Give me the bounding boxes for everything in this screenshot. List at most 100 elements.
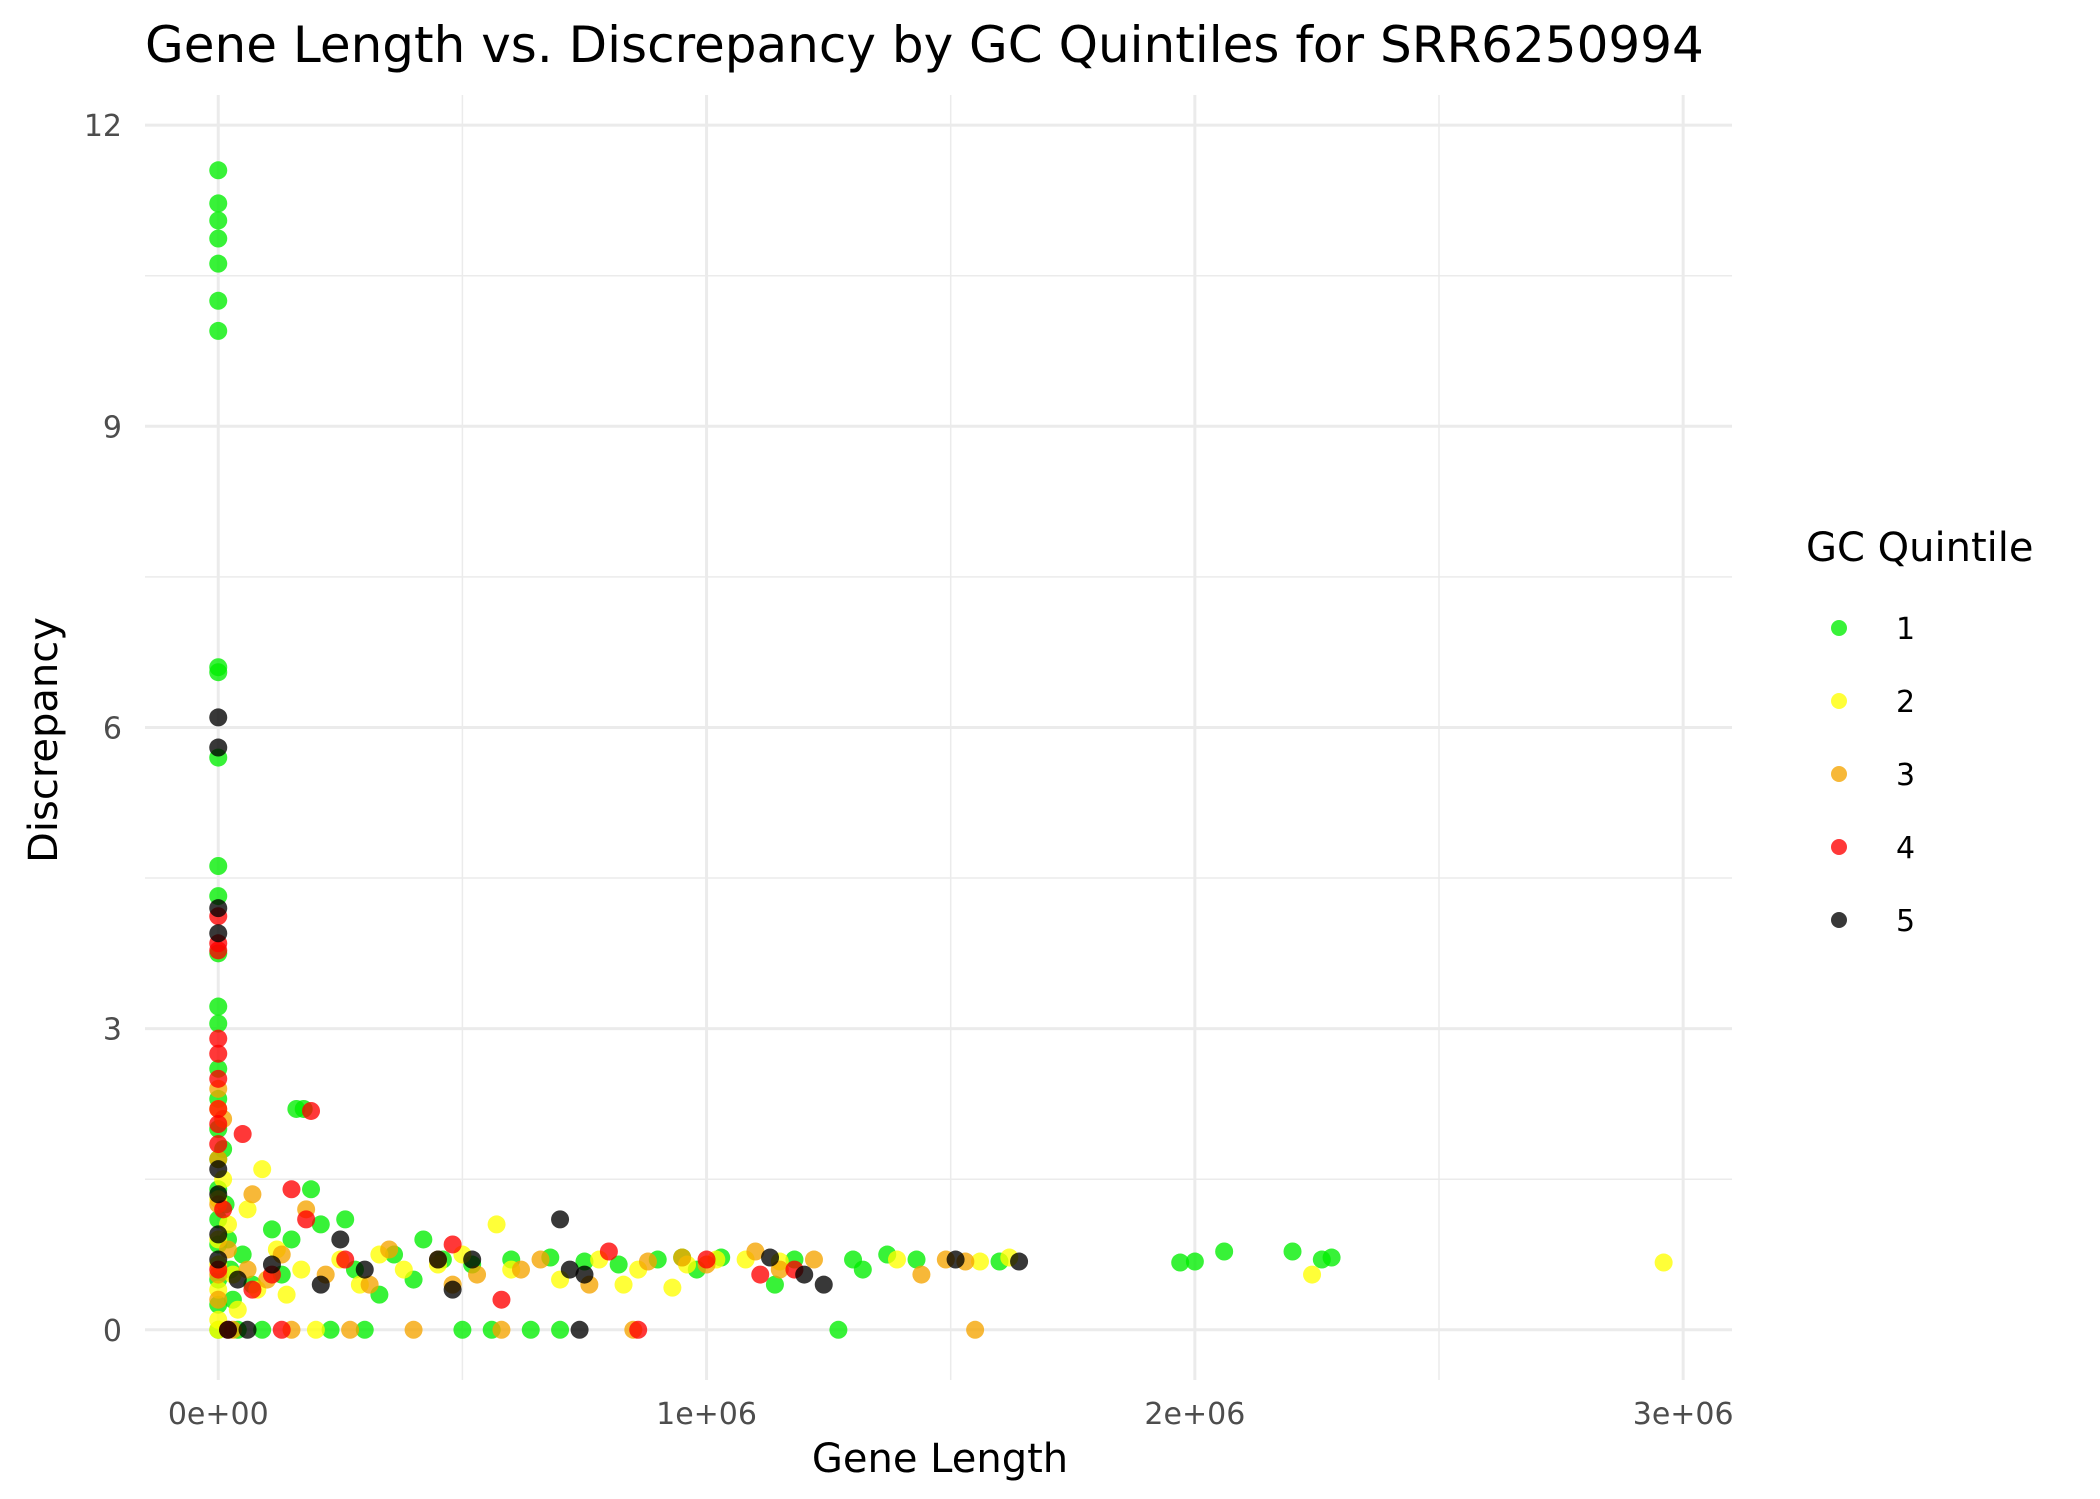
point-series-4-21 bbox=[492, 1290, 511, 1309]
point-series-1-42 bbox=[336, 1210, 355, 1229]
chart-title: Gene Length vs. Discrepancy by GC Quinti… bbox=[145, 16, 1704, 74]
point-series-4-6 bbox=[209, 1099, 228, 1118]
legend-item-2: 2 bbox=[1831, 685, 1915, 720]
y-tick-label-0: 0 bbox=[103, 1314, 122, 1349]
point-series-2-24 bbox=[487, 1215, 506, 1234]
point-series-1-33 bbox=[253, 1320, 272, 1339]
series-2 bbox=[209, 1099, 1673, 1339]
point-series-2-30 bbox=[663, 1278, 682, 1297]
point-series-5-9 bbox=[228, 1270, 247, 1289]
point-series-2-15 bbox=[277, 1285, 296, 1304]
point-series-1-73 bbox=[1215, 1242, 1234, 1261]
point-series-5-13 bbox=[331, 1230, 350, 1249]
point-series-5-22 bbox=[761, 1248, 780, 1267]
point-series-3-30 bbox=[746, 1242, 765, 1261]
point-series-3-9 bbox=[243, 1185, 262, 1204]
point-series-2-11 bbox=[238, 1200, 257, 1219]
grid bbox=[145, 95, 1732, 1380]
legend-item-1: 1 bbox=[1831, 612, 1915, 647]
series-1 bbox=[209, 161, 1341, 1339]
point-series-1-40 bbox=[311, 1215, 330, 1234]
point-series-4-15 bbox=[272, 1320, 291, 1339]
point-series-4-13 bbox=[243, 1280, 262, 1299]
y-axis-title: Discrepancy bbox=[21, 617, 67, 863]
point-series-4-2 bbox=[209, 941, 228, 960]
legend-item-5: 5 bbox=[1831, 904, 1915, 939]
legend-label-2: 2 bbox=[1896, 685, 1915, 720]
point-series-1-72 bbox=[1185, 1252, 1204, 1271]
series-3 bbox=[209, 1079, 985, 1339]
point-series-5-24 bbox=[814, 1275, 833, 1294]
point-series-1-76 bbox=[1322, 1248, 1341, 1267]
point-series-3-23 bbox=[511, 1260, 530, 1279]
point-series-1-2 bbox=[209, 211, 228, 230]
y-tick-label-3: 9 bbox=[103, 410, 122, 445]
point-series-1-39 bbox=[302, 1180, 321, 1199]
legend-item-4: 4 bbox=[1831, 831, 1915, 866]
x-tick-label-3: 3e+06 bbox=[1633, 1397, 1734, 1432]
point-series-3-4 bbox=[209, 1290, 228, 1309]
x-tick-label-0: 0e+00 bbox=[168, 1397, 269, 1432]
point-series-5-19 bbox=[560, 1260, 579, 1279]
point-series-1-71 bbox=[1171, 1253, 1190, 1272]
point-series-1-74 bbox=[1283, 1242, 1302, 1261]
point-series-1-58 bbox=[609, 1255, 628, 1274]
point-series-5-20 bbox=[570, 1320, 589, 1339]
point-series-5-6 bbox=[209, 1225, 228, 1244]
point-series-1-14 bbox=[209, 1014, 228, 1033]
legend-label-5: 5 bbox=[1896, 904, 1915, 939]
point-series-4-8 bbox=[209, 1135, 228, 1154]
point-series-1-63 bbox=[765, 1275, 784, 1294]
point-series-5-11 bbox=[262, 1255, 281, 1274]
point-series-1-67 bbox=[853, 1260, 872, 1279]
legend-title: GC Quintile bbox=[1806, 525, 2033, 571]
point-series-2-39 bbox=[1654, 1253, 1673, 1272]
point-series-1-69 bbox=[907, 1250, 926, 1269]
y-tick-label-1: 3 bbox=[103, 1013, 122, 1048]
legend-item-3: 3 bbox=[1831, 758, 1915, 793]
x-axis-title: Gene Length bbox=[812, 1436, 1068, 1482]
point-series-1-65 bbox=[829, 1320, 848, 1339]
point-series-2-16 bbox=[292, 1260, 311, 1279]
point-series-1-44 bbox=[355, 1320, 374, 1339]
point-series-3-28 bbox=[673, 1248, 692, 1267]
point-series-5-10 bbox=[238, 1320, 257, 1339]
point-series-4-10 bbox=[214, 1200, 233, 1219]
point-series-4-19 bbox=[336, 1250, 355, 1269]
point-series-4-16 bbox=[282, 1180, 301, 1199]
point-series-1-34 bbox=[262, 1220, 281, 1239]
point-series-5-4 bbox=[209, 1160, 228, 1179]
point-series-3-32 bbox=[804, 1250, 823, 1269]
point-series-4-4 bbox=[209, 1044, 228, 1063]
point-series-5-25 bbox=[946, 1250, 965, 1269]
point-series-5-18 bbox=[551, 1210, 570, 1229]
point-series-2-38 bbox=[1303, 1265, 1322, 1284]
point-series-4-7 bbox=[209, 1115, 228, 1134]
point-series-1-8 bbox=[209, 663, 228, 682]
point-series-1-36 bbox=[282, 1230, 301, 1249]
point-series-5-12 bbox=[311, 1275, 330, 1294]
data-points bbox=[209, 161, 1673, 1339]
point-series-5-15 bbox=[428, 1250, 447, 1269]
point-series-5-7 bbox=[209, 1250, 228, 1269]
point-series-5-21 bbox=[575, 1265, 594, 1284]
point-series-1-50 bbox=[453, 1320, 472, 1339]
y-tick-label-2: 6 bbox=[103, 711, 122, 746]
point-series-3-21 bbox=[468, 1265, 487, 1284]
point-series-1-5 bbox=[209, 291, 228, 310]
point-series-4-5 bbox=[209, 1069, 228, 1088]
point-series-2-28 bbox=[614, 1275, 633, 1294]
point-series-3-15 bbox=[341, 1320, 360, 1339]
legend-key-1 bbox=[1831, 620, 1847, 636]
point-series-4-22 bbox=[599, 1242, 618, 1261]
point-series-2-10 bbox=[228, 1300, 247, 1319]
point-series-3-24 bbox=[531, 1250, 550, 1269]
point-series-1-1 bbox=[209, 194, 228, 213]
point-series-2-13 bbox=[253, 1160, 272, 1179]
point-series-4-12 bbox=[233, 1125, 252, 1144]
point-series-4-3 bbox=[209, 1029, 228, 1048]
point-series-1-0 bbox=[209, 161, 228, 180]
legend-label-3: 3 bbox=[1896, 758, 1915, 793]
point-series-2-17 bbox=[306, 1320, 325, 1339]
